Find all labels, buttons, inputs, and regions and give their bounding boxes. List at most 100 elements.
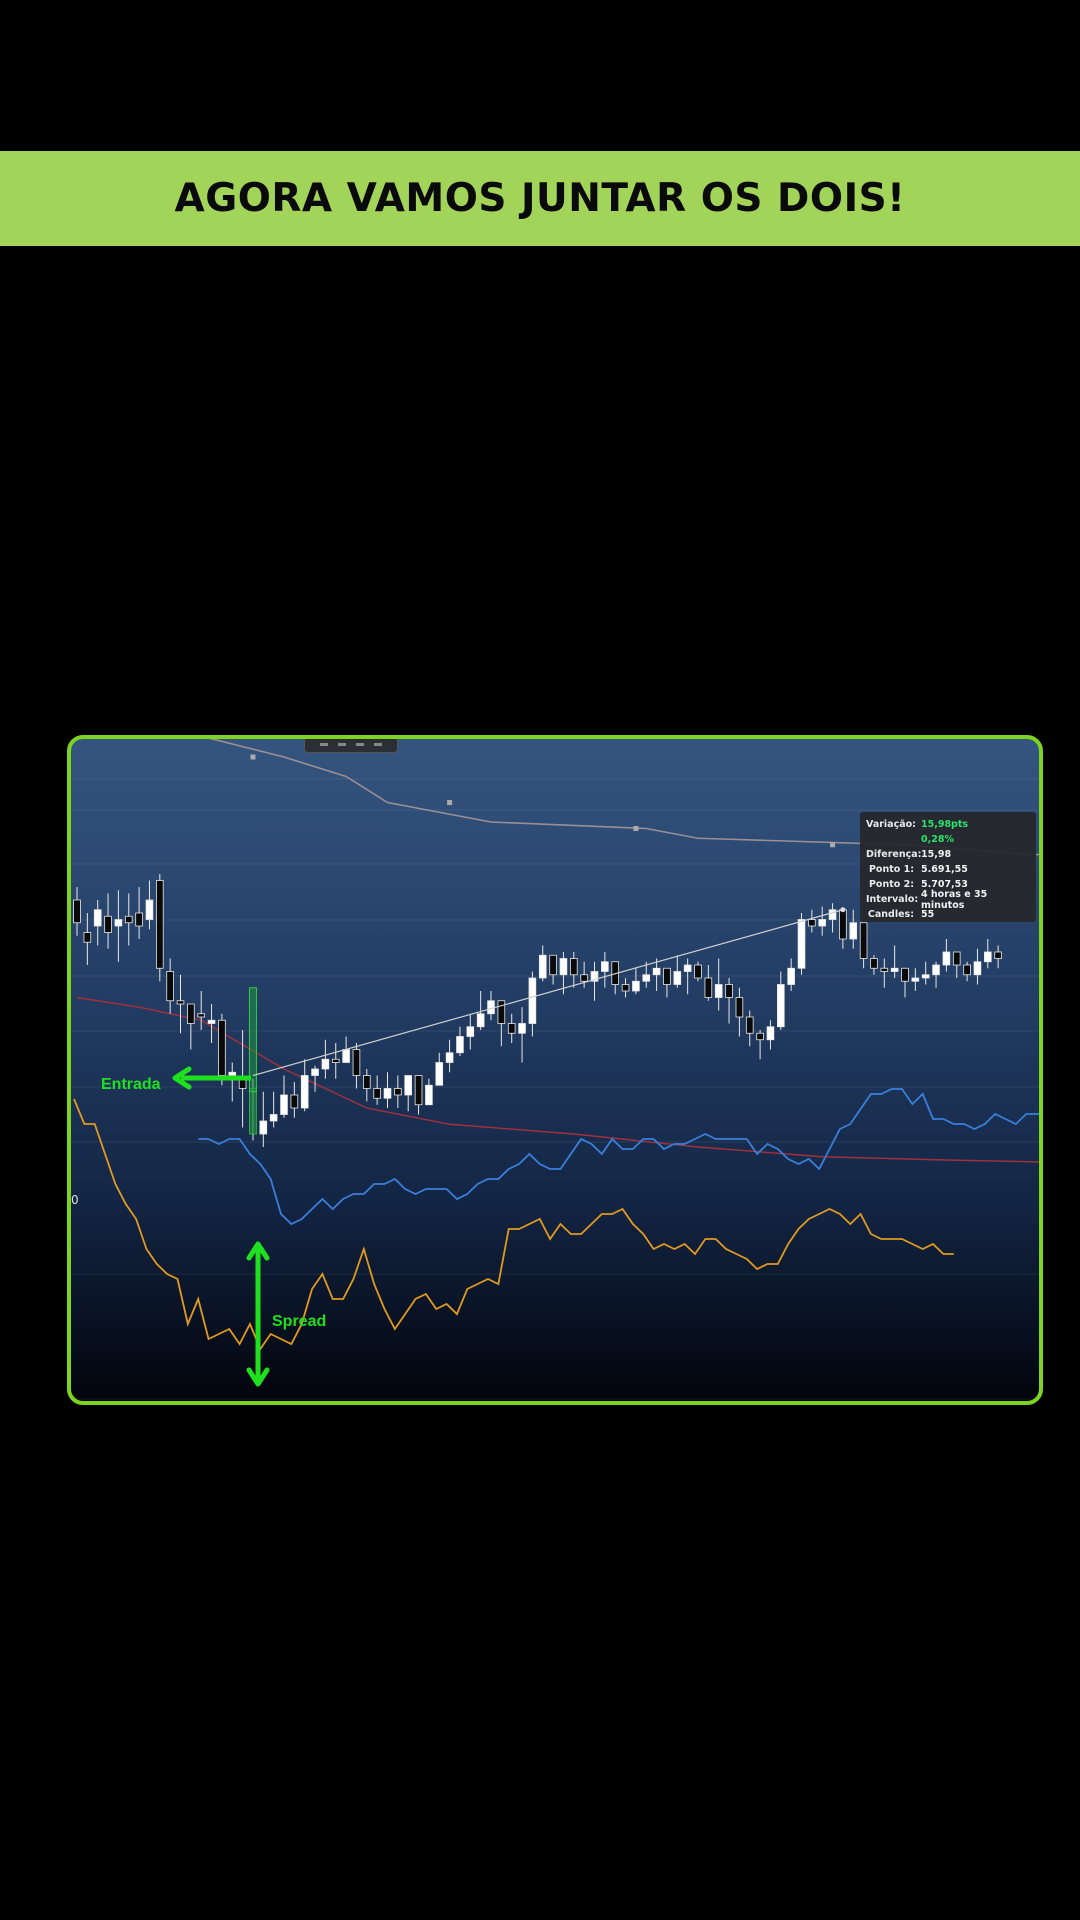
candle-body <box>528 977 537 1024</box>
candle-body <box>673 971 682 985</box>
band-marker <box>250 754 256 760</box>
candle-body <box>549 954 557 976</box>
candle-body <box>507 1023 516 1034</box>
band-marker <box>633 826 639 831</box>
candle-body <box>569 958 578 976</box>
candle-body <box>859 922 868 959</box>
spread-arrow-head-bottom <box>246 1367 270 1387</box>
info-key: Variação: <box>866 819 916 830</box>
candle-body <box>559 958 568 976</box>
candle-body <box>725 984 733 998</box>
toolbar-icon[interactable] <box>356 742 364 746</box>
info-value: 4 horas e 35 minutos <box>921 888 988 911</box>
oscillator-zero-tick: 0 <box>71 1193 79 1207</box>
info-key: Candles: <box>867 909 914 920</box>
candle-body <box>352 1049 361 1076</box>
toolbar-icon[interactable] <box>320 742 328 746</box>
candle-body <box>839 909 847 940</box>
candle-body <box>373 1088 381 1099</box>
candle-body <box>404 1075 412 1096</box>
candle-body <box>880 967 889 972</box>
candle-body <box>145 899 154 920</box>
candle-body <box>621 984 630 992</box>
toolbar-icon[interactable] <box>338 742 346 746</box>
info-value: 5.691,55 <box>921 864 968 875</box>
info-row-percent: 0,28% <box>866 832 1030 847</box>
candle-body <box>259 1120 268 1135</box>
entry-label: Entrada <box>101 1076 161 1093</box>
candle-body <box>218 1019 226 1076</box>
candle-body <box>228 1071 237 1076</box>
measure-trend-line <box>252 909 844 1077</box>
entry-candle-highlight <box>248 987 257 1093</box>
info-value: 55 <box>921 909 935 920</box>
candle-body <box>207 1019 216 1024</box>
band-marker <box>447 800 453 805</box>
band-marker <box>830 842 836 848</box>
chart-canvas[interactable] <box>71 739 1039 1401</box>
candle-body <box>466 1026 475 1037</box>
candle-body <box>932 964 940 976</box>
candle-body <box>787 967 795 985</box>
candle-body <box>704 977 713 998</box>
info-row-ponto1: Ponto 1: 5.691,55 <box>866 862 1030 877</box>
candle-body <box>321 1058 330 1070</box>
chart-toolbar[interactable] <box>304 739 398 753</box>
candle-body <box>518 1023 526 1034</box>
info-value: 15,98 <box>921 849 952 860</box>
candle-body <box>984 951 992 963</box>
candle-body <box>745 1016 754 1034</box>
candle-body <box>694 964 702 979</box>
info-key: Intervalo: <box>866 894 919 905</box>
candle-body <box>93 909 102 927</box>
candle-body <box>300 1075 309 1109</box>
candle-body <box>652 967 661 976</box>
candle-body <box>756 1032 764 1041</box>
candle-body <box>766 1026 775 1041</box>
candle-body <box>476 1013 485 1028</box>
info-key: Ponto 2: <box>868 879 914 890</box>
candle-body <box>104 915 112 933</box>
trading-chart-panel[interactable]: 0 Variação: 15,98pts 0,28% Diferença: 15… <box>67 735 1043 1405</box>
candle-body <box>818 919 826 927</box>
candle-body <box>311 1068 319 1076</box>
candle-body <box>487 1000 495 1015</box>
candle-body <box>601 961 609 972</box>
candle-body <box>963 964 971 976</box>
candle-body <box>497 1000 506 1024</box>
candle-body <box>269 1114 278 1122</box>
candle-body <box>394 1088 402 1096</box>
candle-body <box>849 922 858 940</box>
info-row-variacao: Variação: 15,98pts <box>866 817 1030 832</box>
info-value: 15,98pts <box>921 819 969 830</box>
candle-body <box>456 1036 464 1054</box>
info-row-diferenca: Diferença: 15,98 <box>866 847 1030 862</box>
candle-body <box>942 951 951 966</box>
candle-body <box>135 912 143 927</box>
candle-body <box>777 984 785 1028</box>
candle-body <box>73 899 81 924</box>
candle-body <box>808 919 816 927</box>
info-key: Diferença: <box>866 849 922 860</box>
info-value: 0,28% <box>921 834 954 845</box>
candle-body <box>890 967 899 972</box>
candle-body <box>797 919 806 969</box>
candle-body <box>425 1084 433 1106</box>
candle-body <box>952 951 961 966</box>
toolbar-icon[interactable] <box>374 742 382 746</box>
info-value: 5.707,53 <box>921 879 968 890</box>
candle-body <box>249 1088 257 1135</box>
info-key: Ponto 1: <box>868 864 914 875</box>
blue-oscillator-line <box>198 1088 1039 1226</box>
candle-body <box>921 974 930 979</box>
entry-arrow-head <box>172 1066 192 1090</box>
candle-body <box>280 1094 288 1115</box>
candle-body <box>735 997 744 1018</box>
info-row-ponto2: Ponto 2: 5.707,53 <box>866 877 1030 892</box>
candle-body <box>290 1094 299 1109</box>
candle-body <box>642 974 651 982</box>
candle-body <box>197 1013 206 1018</box>
candle-body <box>156 880 164 969</box>
candle-body <box>114 919 123 927</box>
candle-body <box>828 909 837 920</box>
